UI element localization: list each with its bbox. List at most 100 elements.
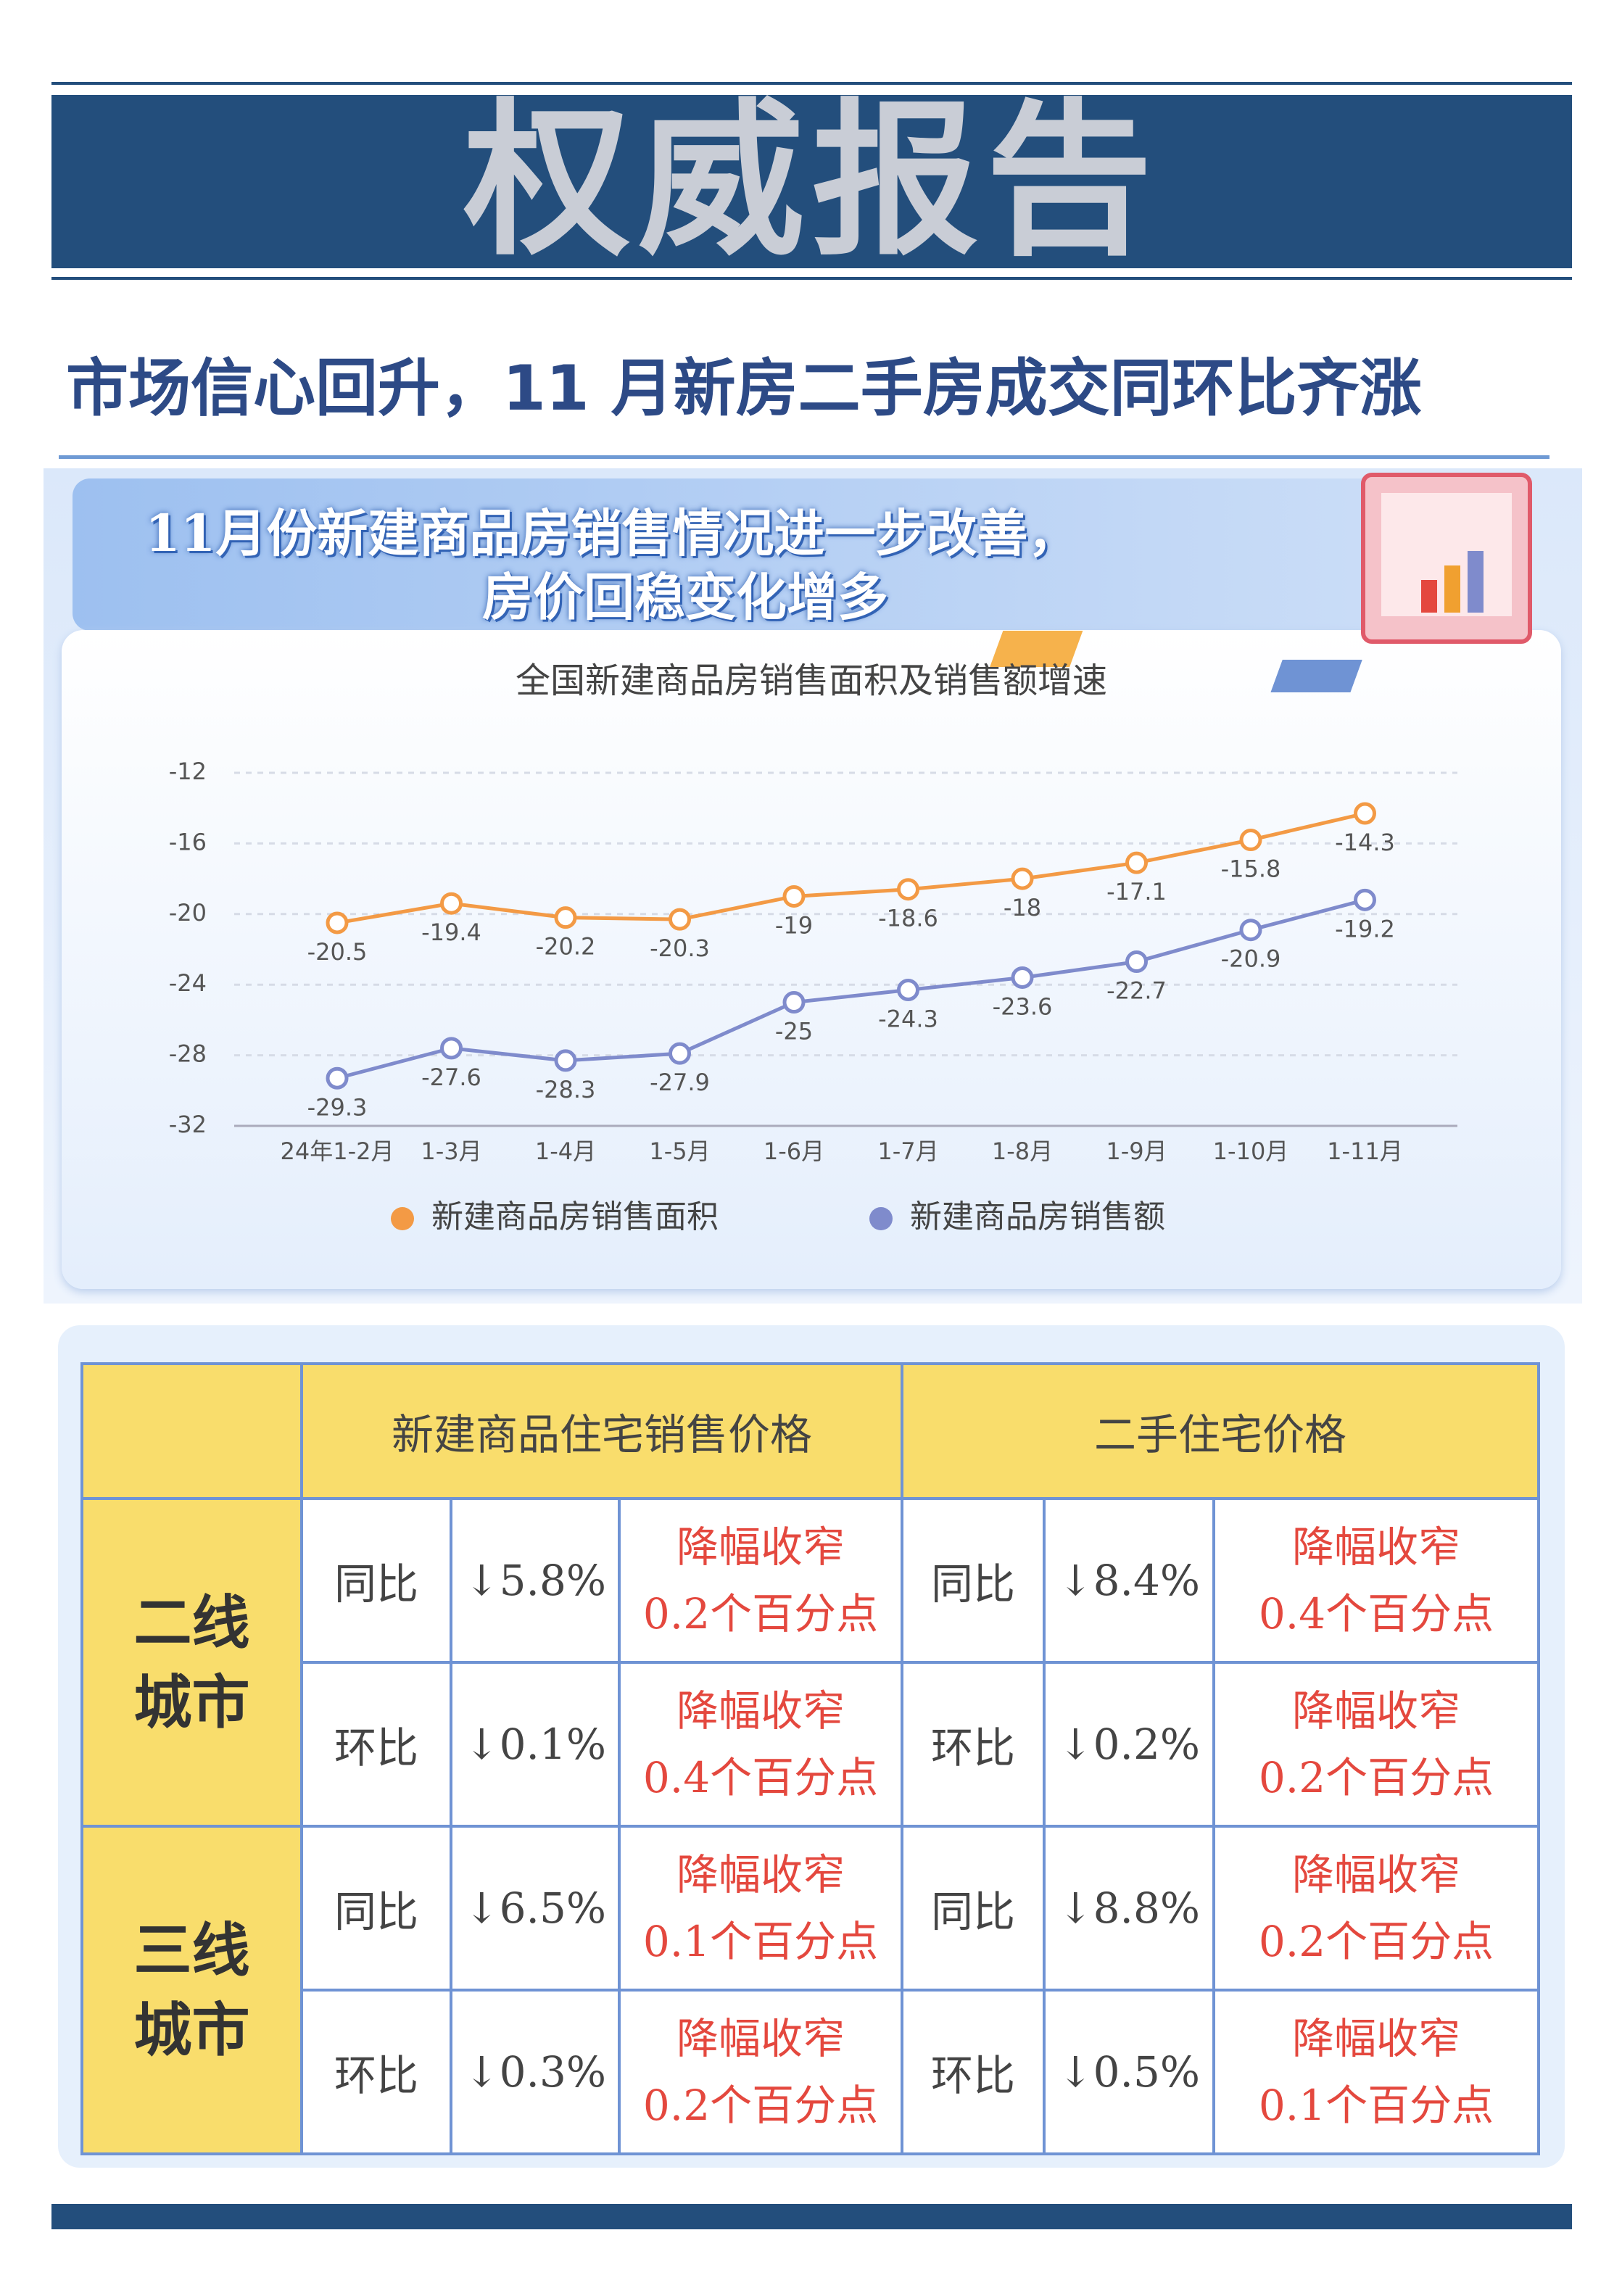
- data-label: -19: [775, 911, 813, 939]
- note-line: 0.1个百分点: [1258, 2081, 1494, 2130]
- change-cell: ↓0.1%: [450, 1661, 621, 1828]
- y-tick-label: -24: [169, 969, 207, 997]
- data-label: -24.3: [878, 1006, 938, 1033]
- data-label: -20.2: [536, 933, 596, 961]
- legend-label: 新建商品房销售额: [910, 1198, 1165, 1235]
- point: [554, 1049, 577, 1072]
- y-tick-label: -32: [169, 1111, 207, 1138]
- rule: [59, 455, 1549, 459]
- chart-card: [62, 630, 1561, 1289]
- note-line: 降幅收窄: [676, 2014, 845, 2063]
- point: [326, 1066, 349, 1090]
- footer-bar: [51, 2204, 1572, 2229]
- point: [1011, 966, 1034, 989]
- series-line: [336, 811, 1366, 925]
- x-tick-label: 1-11月: [1327, 1137, 1403, 1165]
- note-line: 0.2个百分点: [642, 2081, 879, 2130]
- change-cell: ↓0.3%: [450, 1989, 621, 2155]
- data-label: -14.3: [1335, 829, 1395, 856]
- y-tick-label: -20: [169, 899, 207, 927]
- change-cell: ↓0.5%: [1043, 1989, 1215, 2155]
- x-tick-label: 1-4月: [535, 1137, 596, 1165]
- x-tick-label: 1-5月: [649, 1137, 710, 1165]
- legend-label: 新建商品房销售面积: [431, 1198, 719, 1235]
- note-line: 降幅收窄: [676, 1850, 845, 1899]
- point: [440, 892, 463, 915]
- change-cell: ↓8.4%: [1043, 1497, 1215, 1664]
- point: [782, 884, 806, 908]
- banner-line: 11月份新建商品房销售情况进一步改善，: [145, 503, 1079, 563]
- data-label: -17.1: [1106, 878, 1167, 905]
- data-label: -20.3: [650, 934, 710, 962]
- illustration: [990, 473, 1532, 692]
- data-label: -28.3: [536, 1076, 596, 1103]
- legend-marker: [869, 1207, 893, 1230]
- x-tick-label: 1-3月: [421, 1137, 481, 1165]
- note-cell: 降幅收窄 0.4个百分点: [618, 1661, 903, 1828]
- y-tick-label: -28: [169, 1040, 207, 1068]
- data-label: -23.6: [993, 992, 1053, 1020]
- point: [669, 908, 691, 931]
- group-cell: 三线城市: [80, 1825, 303, 2155]
- note-line: 降幅收窄: [1291, 1686, 1460, 1736]
- y-tick-label: -12: [169, 758, 207, 785]
- x-tick-label: 1-8月: [992, 1137, 1053, 1165]
- period-cell: 环比: [901, 1989, 1046, 2155]
- data-label: -19.4: [421, 919, 481, 946]
- data-label: -19.2: [1335, 915, 1395, 942]
- data-label: -27.9: [650, 1069, 710, 1096]
- period-cell: 同比: [300, 1825, 452, 1992]
- x-tick-label: 1-6月: [764, 1137, 824, 1165]
- x-tick-label: 1-9月: [1106, 1137, 1167, 1165]
- chart: 全国新建商品房销售面积及销售额增速 -12 -16 -20 -24 -28 -32 24年1…: [169, 473, 1532, 1235]
- note-cell: 降幅收窄 0.2个百分点: [1212, 1661, 1540, 1828]
- note-cell: 降幅收窄 0.1个百分点: [618, 1825, 903, 1992]
- banner: [73, 478, 1530, 631]
- point: [1125, 950, 1148, 974]
- note-line: 0.2个百分点: [1258, 1917, 1494, 1966]
- point: [897, 878, 919, 901]
- change-cell: ↓8.8%: [1043, 1825, 1215, 1992]
- data-label: -15.8: [1221, 855, 1281, 883]
- point: [440, 1037, 463, 1060]
- point: [1239, 919, 1262, 942]
- data-label: -18.6: [878, 905, 938, 932]
- group-name: 三线城市: [133, 1916, 250, 2064]
- x-tick-label: 24年1-2月: [281, 1137, 394, 1165]
- point: [1239, 829, 1262, 852]
- point: [1354, 888, 1376, 911]
- data-label: -25: [775, 1018, 813, 1045]
- group-cell: 二线城市: [80, 1497, 303, 1828]
- note-line: 0.1个百分点: [642, 1917, 879, 1966]
- note-cell: 降幅收窄 0.4个百分点: [1212, 1497, 1540, 1664]
- note-line: 降幅收窄: [1291, 2014, 1460, 2063]
- change-cell: ↓0.2%: [1043, 1661, 1215, 1828]
- price-table: 新建商品住宅销售价格 二手住宅价格 二线城市 同比 ↓5.8% 降幅收窄 0.2个百分点 同比…: [80, 1362, 1540, 2155]
- note-line: 0.4个百分点: [642, 1753, 879, 1802]
- note-cell: 降幅收窄 0.2个百分点: [1212, 1825, 1540, 1992]
- point: [326, 911, 349, 934]
- series-line: [336, 898, 1366, 1080]
- data-label: -27.6: [421, 1064, 481, 1091]
- change-cell: ↓5.8%: [450, 1497, 621, 1664]
- point: [669, 1042, 691, 1065]
- note-cell: 降幅收窄 0.2个百分点: [618, 1989, 903, 2155]
- point: [1125, 851, 1148, 874]
- point: [554, 906, 577, 929]
- x-tick-label: 1-10月: [1213, 1137, 1289, 1165]
- note-line: 降幅收窄: [676, 1522, 845, 1572]
- point: [782, 991, 806, 1014]
- legend-marker: [391, 1207, 414, 1230]
- change-cell: ↓6.5%: [450, 1825, 621, 1992]
- period-cell: 同比: [300, 1497, 452, 1664]
- chart-title: 全国新建商品房销售面积及销售额增速: [516, 660, 1107, 701]
- period-cell: 环比: [901, 1661, 1046, 1828]
- y-tick-label: -16: [169, 828, 207, 855]
- note-cell: 降幅收窄 0.1个百分点: [1212, 1989, 1540, 2155]
- note-line: 降幅收窄: [1291, 1850, 1460, 1899]
- rule: [51, 277, 1572, 280]
- note-line: 0.4个百分点: [1258, 1589, 1494, 1638]
- headline: 市场信心回升，11 月新房二手房成交同环比齐涨: [66, 352, 1422, 425]
- rule: [51, 82, 1572, 85]
